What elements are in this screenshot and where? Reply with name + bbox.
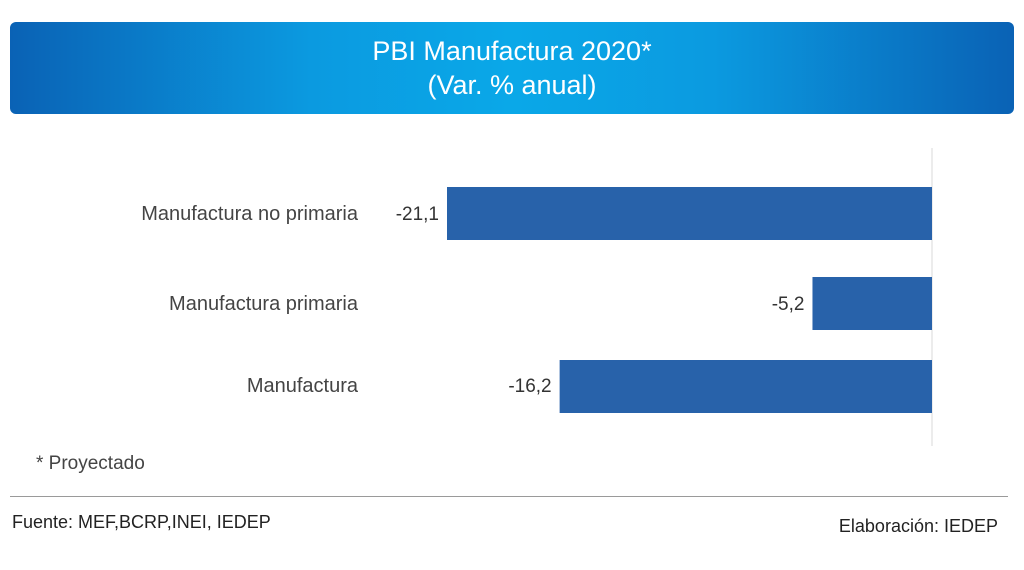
category-label: Manufactura: [247, 375, 359, 397]
bar: [812, 277, 932, 330]
category-label: Manufactura no primaria: [141, 203, 359, 225]
footnote: * Proyectado: [36, 453, 145, 474]
data-label: -16,2: [508, 376, 551, 397]
chart-title-banner: PBI Manufactura 2020* (Var. % anual): [10, 22, 1014, 114]
data-label: -5,2: [772, 294, 805, 315]
chart-title: PBI Manufactura 2020*: [372, 36, 652, 66]
data-label: -21,1: [396, 204, 439, 225]
bar: [447, 187, 932, 240]
divider: [10, 496, 1008, 497]
source-text: Fuente: MEF,BCRP,INEI, IEDEP: [12, 512, 271, 532]
bar: [559, 360, 932, 413]
credit-text: Elaboración: IEDEP: [838, 516, 998, 536]
category-label: Manufactura primaria: [169, 293, 359, 315]
chart-subtitle: (Var. % anual): [427, 70, 597, 100]
